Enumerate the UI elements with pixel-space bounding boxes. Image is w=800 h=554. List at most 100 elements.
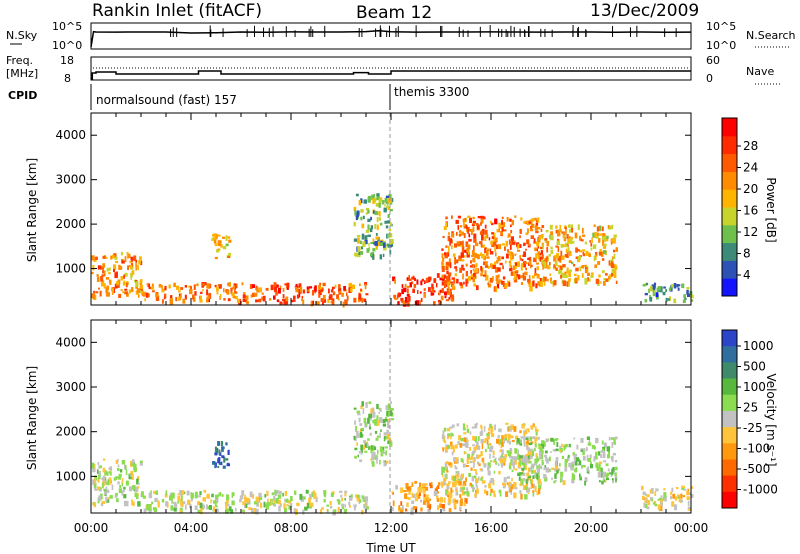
power-cell [472, 257, 476, 262]
velocity-cell [530, 441, 534, 444]
velocity-cell [485, 448, 487, 453]
velocity-cell [504, 437, 507, 441]
power-cell [667, 298, 670, 301]
velocity-cell [274, 493, 278, 497]
velocity-cell [117, 477, 121, 480]
power-cell [127, 265, 129, 271]
power-cell [331, 286, 335, 289]
velocity-cell [361, 495, 365, 499]
velocity-cell [443, 477, 447, 482]
velocity-cell [452, 481, 455, 488]
velocity-cell [373, 446, 377, 450]
velocity-cell [133, 467, 137, 472]
velocity-cell [492, 460, 496, 463]
velocity-cell [492, 450, 495, 456]
power-cell [553, 255, 557, 262]
velocity-cell [356, 433, 360, 438]
power-cell [460, 252, 464, 258]
power-cell [481, 253, 485, 259]
x-tick-label: 12:00 [374, 521, 409, 535]
power-cell [302, 299, 305, 305]
velocity-cell [130, 463, 134, 466]
power-cell [663, 286, 666, 289]
velocity-cell [607, 468, 610, 472]
velocity-cell [514, 468, 518, 471]
power-cell [665, 297, 668, 302]
velocity-cell [365, 402, 368, 408]
velocity-cell [529, 456, 532, 459]
power-cell [610, 263, 615, 269]
velocity-cell [519, 430, 522, 434]
velocity-cell [469, 447, 472, 451]
power-cell [455, 268, 458, 272]
velocity-cell [530, 483, 534, 489]
power-cell [610, 261, 614, 265]
velocity-cell [183, 491, 186, 494]
velocity-cell [655, 488, 659, 492]
velocity-cell [678, 498, 682, 503]
power-cell [386, 233, 388, 239]
velocity-cell [464, 451, 467, 454]
power-cell [589, 240, 591, 243]
velocity-cell [190, 492, 194, 499]
power-cell [102, 255, 106, 259]
velocity-cell [571, 464, 575, 468]
velocity-cell [518, 476, 521, 481]
power-cell [214, 243, 218, 247]
velocity-cell [339, 490, 343, 493]
velocity-cell [651, 498, 653, 502]
power-cell [602, 233, 606, 237]
power-cell [123, 274, 125, 279]
velocity-colorbar-swatch [722, 443, 737, 460]
power-cell [318, 292, 321, 298]
velocity-cell [143, 508, 147, 513]
power-cell [113, 264, 117, 270]
velocity-cell [124, 465, 127, 470]
power-cell [473, 220, 476, 224]
power-cell [465, 280, 468, 287]
velocity-cell [312, 490, 316, 494]
velocity-cell [276, 490, 280, 494]
power-cell [251, 284, 256, 288]
velocity-cell [320, 509, 323, 514]
velocity-cell [663, 488, 666, 491]
power-cell [273, 284, 277, 291]
power-cell [189, 289, 193, 295]
velocity-cell [544, 476, 548, 482]
velocity-cell [493, 490, 496, 496]
power-cell [516, 261, 520, 267]
velocity-cell [423, 494, 426, 500]
velocity-cell [185, 504, 187, 510]
velocity-cell [498, 440, 501, 446]
power-cell [301, 298, 303, 301]
power-cell [441, 266, 445, 272]
power-cell [414, 277, 416, 281]
power-cell [164, 285, 167, 291]
velocity-cell [222, 446, 225, 450]
velocity-cell [461, 488, 464, 493]
power-cell [463, 224, 467, 229]
power-cell [470, 274, 474, 279]
velocity-cell [118, 473, 122, 478]
power-cell [644, 299, 648, 303]
velocity-cell [529, 436, 532, 441]
velocity-cell [436, 491, 439, 494]
power-cell [411, 276, 415, 280]
velocity-cell [540, 481, 542, 486]
velocity-cell [493, 494, 496, 498]
power-cell [420, 298, 423, 303]
power-cell [133, 255, 137, 262]
velocity-cell [105, 496, 108, 502]
power-cell [118, 264, 121, 270]
velocity-cell [198, 495, 201, 498]
velocity-cell [357, 413, 361, 416]
velocity-cell [101, 501, 105, 504]
velocity-cell [587, 466, 589, 472]
power-cell [543, 279, 546, 286]
power-cell [228, 252, 231, 257]
velocity-cell [560, 477, 563, 482]
velocity-cell [448, 462, 452, 466]
power-cell [367, 195, 372, 199]
velocity-cell [482, 440, 486, 443]
velocity-cell [450, 445, 453, 450]
